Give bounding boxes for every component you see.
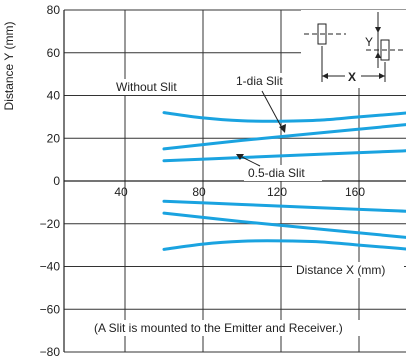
leader-arrow-half-dia-slit xyxy=(236,154,244,160)
y-tick-label: 40 xyxy=(47,89,61,103)
y-tick-label: −40 xyxy=(40,260,61,274)
leader-1-dia-slit xyxy=(261,90,284,131)
x-axis-label-bg xyxy=(292,262,404,278)
y-tick-label: 80 xyxy=(47,3,61,17)
x-tick-label: 80 xyxy=(192,185,206,199)
leader-arrow-1-dia-slit xyxy=(279,124,286,133)
series-line-3 xyxy=(162,149,406,163)
y-tick-label: −80 xyxy=(40,345,61,356)
inset-x-label: X xyxy=(348,70,356,84)
y-dimension-arrow-down xyxy=(375,27,381,33)
series-line-6 xyxy=(162,199,406,213)
series-lines xyxy=(162,111,406,251)
note-text: (A Slit is mounted to the Emitter and Re… xyxy=(94,321,343,335)
y-tick-label: 0 xyxy=(53,174,60,188)
label-bg-half-dia-slit xyxy=(244,165,322,181)
label-half-dia-slit: 0.5-dia Slit xyxy=(248,166,305,180)
leader-half-dia-slit xyxy=(239,155,261,167)
x-dimension-arrow-right xyxy=(379,73,385,79)
inset-y-label: Y xyxy=(365,35,373,49)
series-line-1 xyxy=(162,111,406,123)
label-1-dia-slit: 1-dia Slit xyxy=(236,74,283,88)
y-tick-label: −20 xyxy=(40,217,61,231)
y-tick-label: −60 xyxy=(40,302,61,316)
series-line-2 xyxy=(162,123,406,151)
series-line-5 xyxy=(162,211,406,239)
y-axis-title: Distance Y (mm) xyxy=(2,22,16,111)
series-line-4 xyxy=(162,239,406,251)
y-dimension-arrow-up xyxy=(375,52,381,58)
axes xyxy=(63,10,406,352)
x-tick-label: 160 xyxy=(345,185,365,199)
annotations: Without Slit 1-dia Slit 0.5-dia Slit Dis… xyxy=(90,73,406,336)
x-tick-label: 120 xyxy=(267,185,287,199)
y-tick-label: 60 xyxy=(47,46,61,60)
x-dimension-arrow-left xyxy=(322,73,328,79)
inset-x-label-bg xyxy=(345,68,361,84)
label-without-slit: Without Slit xyxy=(116,80,177,94)
label-bg-without-slit xyxy=(113,79,199,95)
note-bg xyxy=(90,320,406,336)
x-axis-title: Distance X (mm) xyxy=(296,263,385,277)
inset-diagram: Y X xyxy=(301,10,406,88)
label-bg-1-dia-slit xyxy=(232,73,296,89)
y-tick-label: 20 xyxy=(47,131,61,145)
tick-labels: 4080120160200806040200−20−40−60−80 xyxy=(40,3,366,356)
x-tick-label: 40 xyxy=(114,185,128,199)
